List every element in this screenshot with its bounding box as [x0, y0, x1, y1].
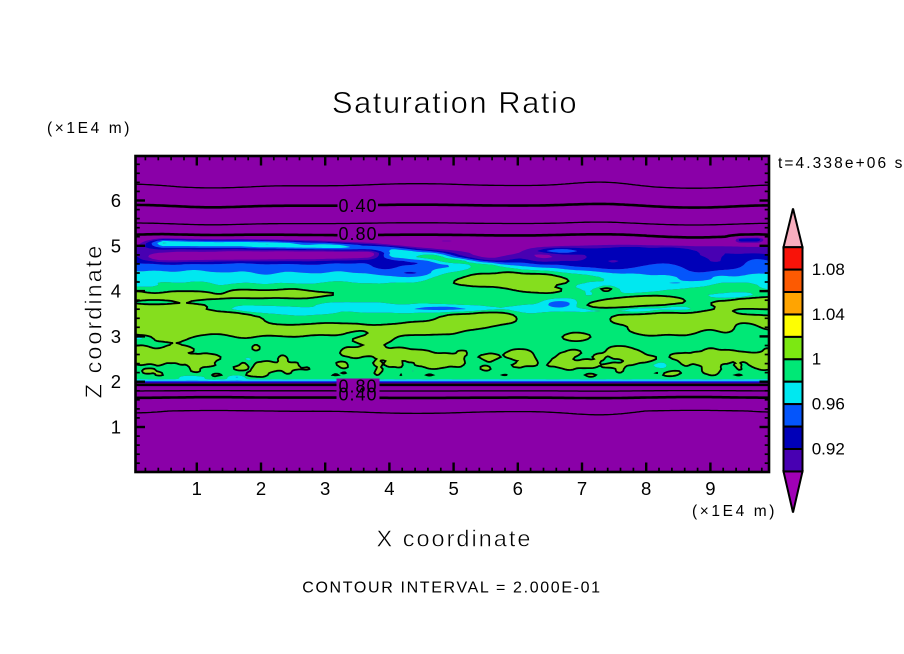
svg-text:5: 5 [111, 235, 121, 256]
svg-text:0.40: 0.40 [338, 196, 377, 216]
svg-text:CONTOUR INTERVAL = 2.000E-01: CONTOUR INTERVAL = 2.000E-01 [302, 580, 601, 597]
svg-text:3: 3 [320, 478, 330, 499]
svg-text:6: 6 [111, 190, 121, 211]
svg-text:X coordinate: X coordinate [377, 526, 533, 552]
svg-text:Saturation Ratio: Saturation Ratio [332, 85, 578, 120]
svg-text:1: 1 [111, 417, 121, 438]
svg-text:1.08: 1.08 [812, 260, 845, 279]
svg-text:1: 1 [812, 350, 821, 369]
svg-text:0.92: 0.92 [812, 439, 845, 458]
svg-text:3: 3 [111, 326, 121, 347]
svg-text:8: 8 [641, 478, 651, 499]
svg-text:0.80: 0.80 [338, 377, 377, 397]
svg-text:2: 2 [256, 478, 266, 499]
svg-text:0.96: 0.96 [812, 394, 845, 413]
svg-text:7: 7 [577, 478, 587, 499]
svg-text:2: 2 [111, 371, 121, 392]
svg-text:t=4.338e+06 s: t=4.338e+06 s [778, 155, 904, 172]
svg-text:(×1E4 m): (×1E4 m) [47, 120, 132, 137]
svg-text:4: 4 [384, 478, 394, 499]
svg-text:Z coordinate: Z coordinate [81, 244, 107, 399]
svg-text:5: 5 [448, 478, 458, 499]
svg-text:4: 4 [111, 281, 121, 302]
svg-text:1.04: 1.04 [812, 305, 845, 324]
svg-text:6: 6 [513, 478, 523, 499]
svg-text:0.80: 0.80 [338, 224, 377, 244]
svg-text:1: 1 [192, 478, 202, 499]
svg-text:9: 9 [705, 478, 715, 499]
svg-text:(×1E4 m): (×1E4 m) [692, 503, 777, 520]
svg-text:0.40: 0.40 [338, 385, 377, 405]
